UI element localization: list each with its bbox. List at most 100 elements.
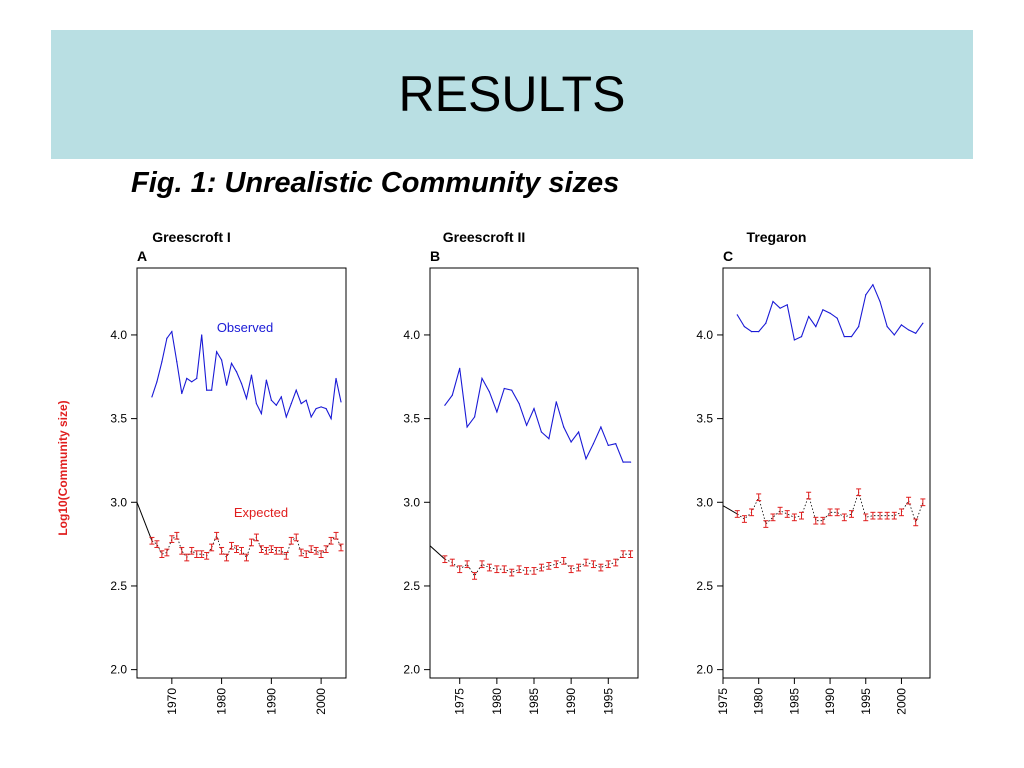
observed-point [225, 384, 228, 386]
observed-point [305, 399, 307, 401]
expected-point [494, 565, 500, 574]
observed-point [290, 402, 292, 405]
y-tick-label: 4.0 [403, 328, 420, 342]
observed-point [181, 392, 183, 395]
observed-point [156, 381, 158, 383]
y-tick-label: 2.5 [696, 579, 713, 593]
expected-point [848, 510, 854, 518]
observed-point [240, 382, 243, 385]
y-tick-label: 4.0 [696, 328, 713, 342]
expected-point [509, 568, 515, 577]
x-tick-label: 1975 [453, 688, 467, 715]
expected-point [204, 551, 210, 560]
y-tick-label: 2.5 [403, 579, 420, 593]
observed-point [315, 407, 317, 410]
expected-point [756, 493, 762, 502]
observed-point [865, 294, 867, 296]
expected-point [323, 545, 329, 553]
expected-point [620, 550, 626, 559]
observed-point [211, 389, 213, 391]
observed-point [850, 336, 853, 338]
expected-lead-in-line [723, 505, 738, 515]
observed-point [525, 424, 528, 426]
expected-point [333, 531, 339, 540]
expected-point [749, 508, 755, 517]
expected-point [598, 563, 604, 572]
observed-point [166, 337, 168, 339]
expected-point [253, 533, 259, 542]
chart-title: Tregaron [747, 229, 807, 245]
observed-point [176, 361, 178, 363]
observed-point [295, 389, 297, 391]
x-tick-label: 1990 [564, 688, 578, 715]
expected-point [863, 513, 869, 522]
expected-point [784, 510, 790, 518]
observed-point [808, 315, 810, 318]
y-tick-label: 2.5 [110, 579, 127, 593]
observed-point [886, 325, 888, 328]
expected-point [856, 488, 862, 497]
plot-frame [136, 267, 347, 679]
expected-point [568, 565, 574, 574]
x-tick-label: 2000 [314, 688, 328, 715]
plot-area [137, 330, 344, 562]
chart-title: Greescroft I [152, 229, 231, 245]
observed-point [310, 416, 312, 418]
expected-point [501, 565, 507, 574]
observed-point [600, 426, 602, 428]
observed-point [325, 407, 327, 410]
expected-point [159, 550, 165, 559]
x-tick-label: 1970 [165, 688, 179, 715]
observed-point [622, 461, 624, 463]
observed-point [265, 379, 267, 381]
observed-point [206, 389, 208, 391]
observed-point [235, 371, 238, 373]
expected-point [442, 555, 448, 564]
observed-point [822, 309, 824, 311]
observed-point [335, 377, 337, 380]
observed-point [607, 444, 609, 446]
expected-point [303, 550, 309, 559]
observed-point [907, 329, 910, 331]
plot-area [430, 367, 634, 580]
expected-point [293, 533, 299, 542]
y-tick-label: 2.0 [403, 663, 420, 677]
observed-point [815, 325, 817, 328]
observed-point [473, 416, 476, 418]
y-tick-label: 2.0 [110, 663, 127, 677]
expected-lead-in-line [137, 502, 153, 541]
observed-point [196, 377, 198, 380]
observed-point [533, 407, 535, 410]
observed-point [548, 438, 550, 440]
expected-point [553, 560, 559, 569]
observed-point [779, 307, 781, 309]
plot-frame [722, 267, 931, 679]
observed-point [585, 458, 587, 460]
figure-caption: Fig. 1: Unrealistic Community sizes [131, 167, 620, 199]
observed-point [340, 401, 342, 403]
observed-point [893, 334, 895, 336]
expected-point [268, 545, 274, 553]
plot-area [723, 283, 926, 528]
expected-point [583, 558, 589, 567]
expected-point [770, 513, 776, 522]
x-tick-label: 2000 [894, 688, 908, 715]
expected-point [199, 550, 205, 559]
expected-point [214, 531, 220, 540]
expected-point [154, 540, 160, 548]
expected-point [472, 572, 478, 580]
x-tick-label: 1985 [787, 688, 801, 715]
observed-point [858, 325, 860, 328]
observed-point [444, 404, 446, 406]
observed-point [320, 406, 322, 408]
x-tick-label: 1990 [823, 688, 837, 715]
expected-point [278, 546, 284, 555]
expected-point [763, 520, 769, 528]
observed-point [275, 404, 277, 406]
expected-lead-in-line [430, 545, 446, 560]
expected-point [531, 567, 537, 575]
observed-series-line [151, 330, 342, 421]
y-axis-label: Log10(Community size) [56, 400, 70, 535]
x-tick-label: 1995 [859, 688, 873, 715]
observed-point [758, 330, 760, 333]
